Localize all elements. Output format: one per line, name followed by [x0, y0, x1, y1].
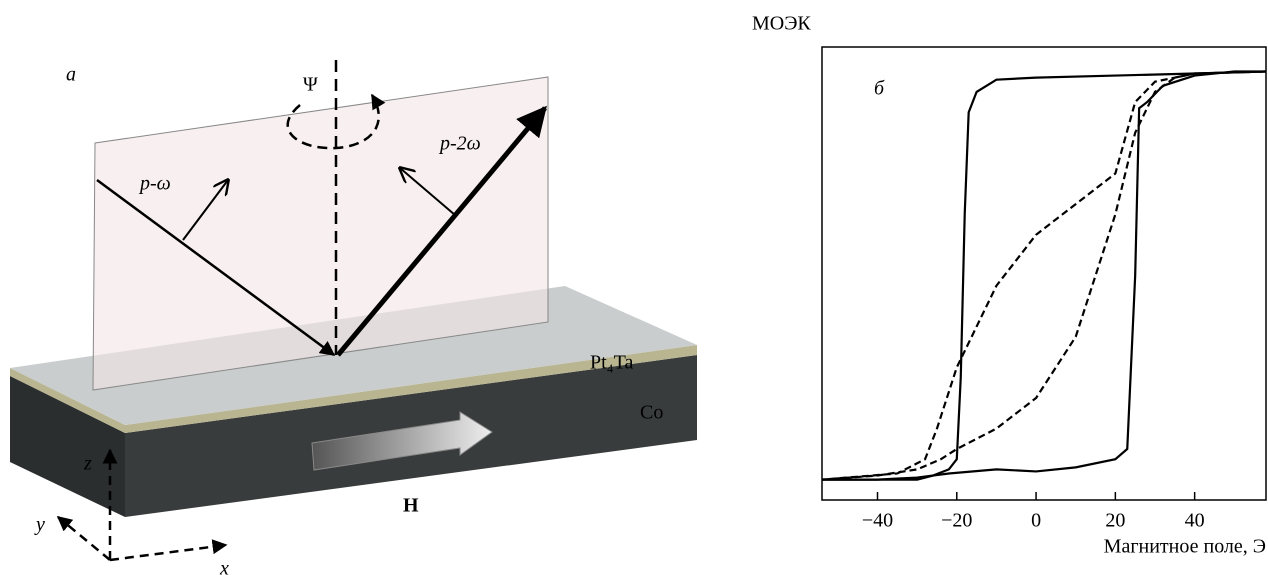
- x-tick-label: −40: [862, 510, 893, 532]
- panel-label: б: [874, 78, 885, 100]
- beam-in-label: p-ω: [138, 173, 171, 195]
- psi-label: Ψ: [303, 74, 318, 96]
- panel-label: a: [66, 64, 76, 86]
- x-tick-label: 0: [1031, 510, 1041, 532]
- x-axis-label: Магнитное поле, Э: [1104, 536, 1266, 558]
- plot-frame: [822, 47, 1266, 500]
- layer-bottom-label: Co: [640, 402, 663, 424]
- loop-branch: [822, 71, 1266, 479]
- loop-branch: [822, 71, 1266, 479]
- loop-branch: [822, 71, 1266, 479]
- figure: a Ψ p-ω p-2ω Pt₄Ta Co H z y x МОЭК Магни…: [0, 0, 1268, 575]
- x-tick-label: 40: [1185, 510, 1205, 532]
- sample-diagram: a Ψ p-ω p-2ω Pt₄Ta Co H z y x: [10, 60, 697, 575]
- page: a Ψ p-ω p-2ω Pt₄Ta Co H z y x МОЭК Магни…: [0, 0, 1268, 575]
- layer-top-label: Pt₄Ta: [590, 352, 633, 374]
- axis-x: [110, 545, 226, 560]
- axis-y: [58, 517, 110, 560]
- x-tick-label: −20: [941, 510, 972, 532]
- axis-x-label: x: [219, 558, 229, 575]
- axis-z-label: z: [83, 453, 92, 475]
- axis-y-label: y: [34, 514, 45, 536]
- beam-out-label: p-2ω: [438, 133, 481, 155]
- field-label: H: [403, 495, 419, 517]
- loop-branch: [822, 71, 1266, 479]
- y-axis-label: МОЭК: [752, 13, 811, 35]
- x-tick-label: 20: [1105, 510, 1125, 532]
